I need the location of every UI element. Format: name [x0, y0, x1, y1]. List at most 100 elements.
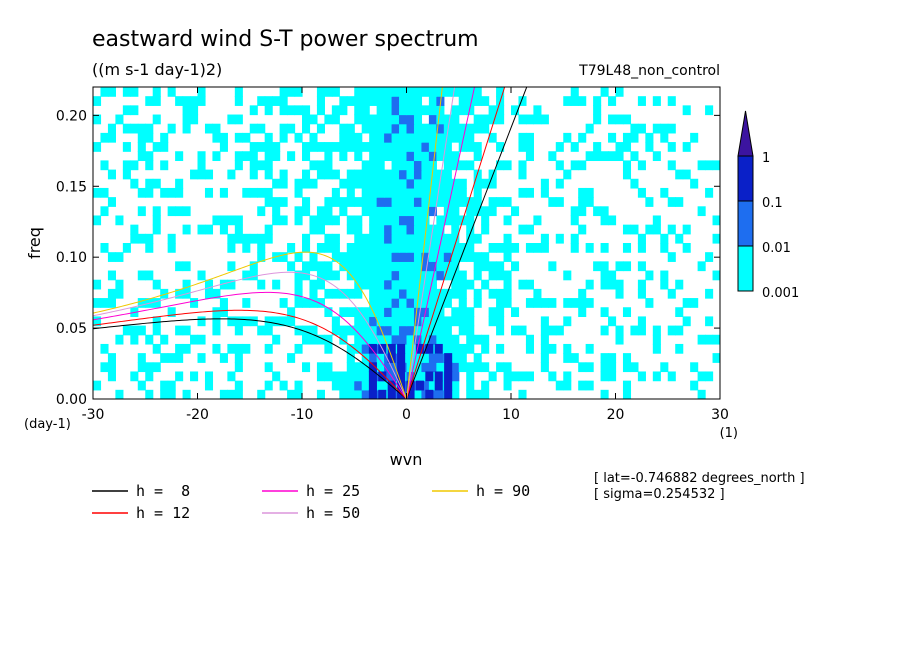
contour-cell	[406, 325, 415, 336]
contour-cell	[137, 132, 146, 143]
contour-cell	[376, 96, 385, 106]
contour-cell	[294, 279, 303, 290]
contour-cell	[369, 316, 378, 327]
contour-cell	[122, 160, 131, 171]
contour-cell	[600, 206, 609, 217]
contour-cell	[503, 371, 512, 382]
contour-cell	[257, 123, 266, 134]
contour-cell	[361, 380, 370, 391]
contour-cell	[652, 215, 661, 226]
contour-cell	[384, 316, 393, 327]
contour-cell	[712, 215, 720, 226]
contour-cell	[600, 353, 609, 363]
contour-cell	[608, 96, 617, 106]
contour-cell	[428, 96, 437, 106]
contour-cell	[436, 114, 445, 125]
contour-cell	[563, 353, 572, 363]
contour-cell	[406, 224, 415, 235]
contour-cell	[361, 343, 370, 354]
contour-cell	[242, 187, 251, 198]
contour-cell	[234, 380, 243, 391]
contour-cell	[130, 123, 139, 134]
contour-cell	[436, 270, 445, 281]
contour-cell	[391, 298, 400, 308]
y-tick-label: 0.20	[56, 108, 87, 124]
contour-cell	[391, 132, 400, 143]
contour-cell	[421, 178, 430, 189]
contour-cell	[339, 96, 348, 106]
contour-cell	[339, 380, 348, 391]
contour-cell	[451, 178, 460, 189]
contour-cell	[615, 325, 624, 336]
contour-cell	[488, 288, 497, 299]
contour-cell	[137, 206, 146, 217]
contour-cell	[600, 325, 609, 336]
contour-cell	[466, 307, 475, 318]
contour-cell	[354, 389, 363, 399]
contour-cell	[257, 96, 266, 106]
contour-cell	[473, 151, 482, 162]
contour-cell	[249, 233, 258, 244]
contour-cell	[384, 325, 393, 336]
contour-cell	[331, 169, 340, 180]
contour-cell	[391, 206, 400, 217]
rossby-curve	[93, 291, 407, 399]
contour-cell	[204, 380, 214, 391]
contour-cell	[160, 380, 169, 391]
contour-cell	[287, 261, 296, 272]
contour-cell	[458, 243, 467, 253]
contour-cell	[413, 325, 423, 336]
contour-cell	[384, 224, 393, 235]
contour-cell	[137, 353, 146, 363]
contour-cell	[197, 270, 206, 281]
contour-cell	[369, 142, 378, 152]
contour-cell	[428, 279, 437, 290]
contour-cell	[384, 187, 393, 198]
contour-cell	[600, 371, 609, 382]
contour-cell	[167, 353, 176, 363]
contour-cell	[421, 206, 430, 217]
contour-cell	[368, 380, 377, 391]
contour-cell	[436, 233, 445, 244]
contour-cell	[428, 334, 437, 345]
contour-cell	[376, 243, 385, 253]
contour-cell	[130, 224, 139, 235]
contour-cell	[376, 197, 385, 207]
contour-cell	[473, 298, 482, 308]
contour-cell	[145, 187, 154, 198]
contour-cell	[399, 316, 408, 327]
contour-cell	[316, 270, 325, 281]
contour-cell	[451, 233, 460, 244]
contour-cell	[585, 123, 594, 134]
contour-cell	[376, 252, 385, 262]
contour-cell	[436, 178, 445, 189]
contour-cell	[533, 215, 542, 226]
contour-cell	[488, 114, 497, 125]
contour-cell	[182, 123, 191, 134]
contour-cell	[451, 132, 460, 143]
contour-cell	[130, 105, 139, 116]
contour-cell	[361, 160, 370, 171]
contour-cell	[354, 261, 363, 272]
contour-cell	[339, 325, 348, 336]
contour-cell	[264, 96, 273, 106]
contour-cell	[578, 197, 587, 207]
contour-cell	[540, 233, 549, 244]
contour-cell	[667, 224, 676, 235]
contour-cell	[585, 151, 594, 162]
contour-cell	[570, 87, 579, 97]
contour-cell	[413, 353, 423, 363]
contour-cell	[570, 233, 579, 244]
contour-cell	[391, 96, 400, 106]
contour-cell	[354, 325, 363, 336]
contour-cell	[387, 389, 396, 399]
contour-cell	[369, 160, 378, 171]
contour-cell	[384, 233, 393, 244]
contour-cell	[331, 380, 340, 391]
contour-cell	[458, 279, 467, 290]
contour-cell	[331, 252, 340, 262]
contour-cell	[585, 298, 594, 308]
contour-cell	[346, 261, 355, 272]
x-tick-label: 0	[402, 407, 411, 423]
